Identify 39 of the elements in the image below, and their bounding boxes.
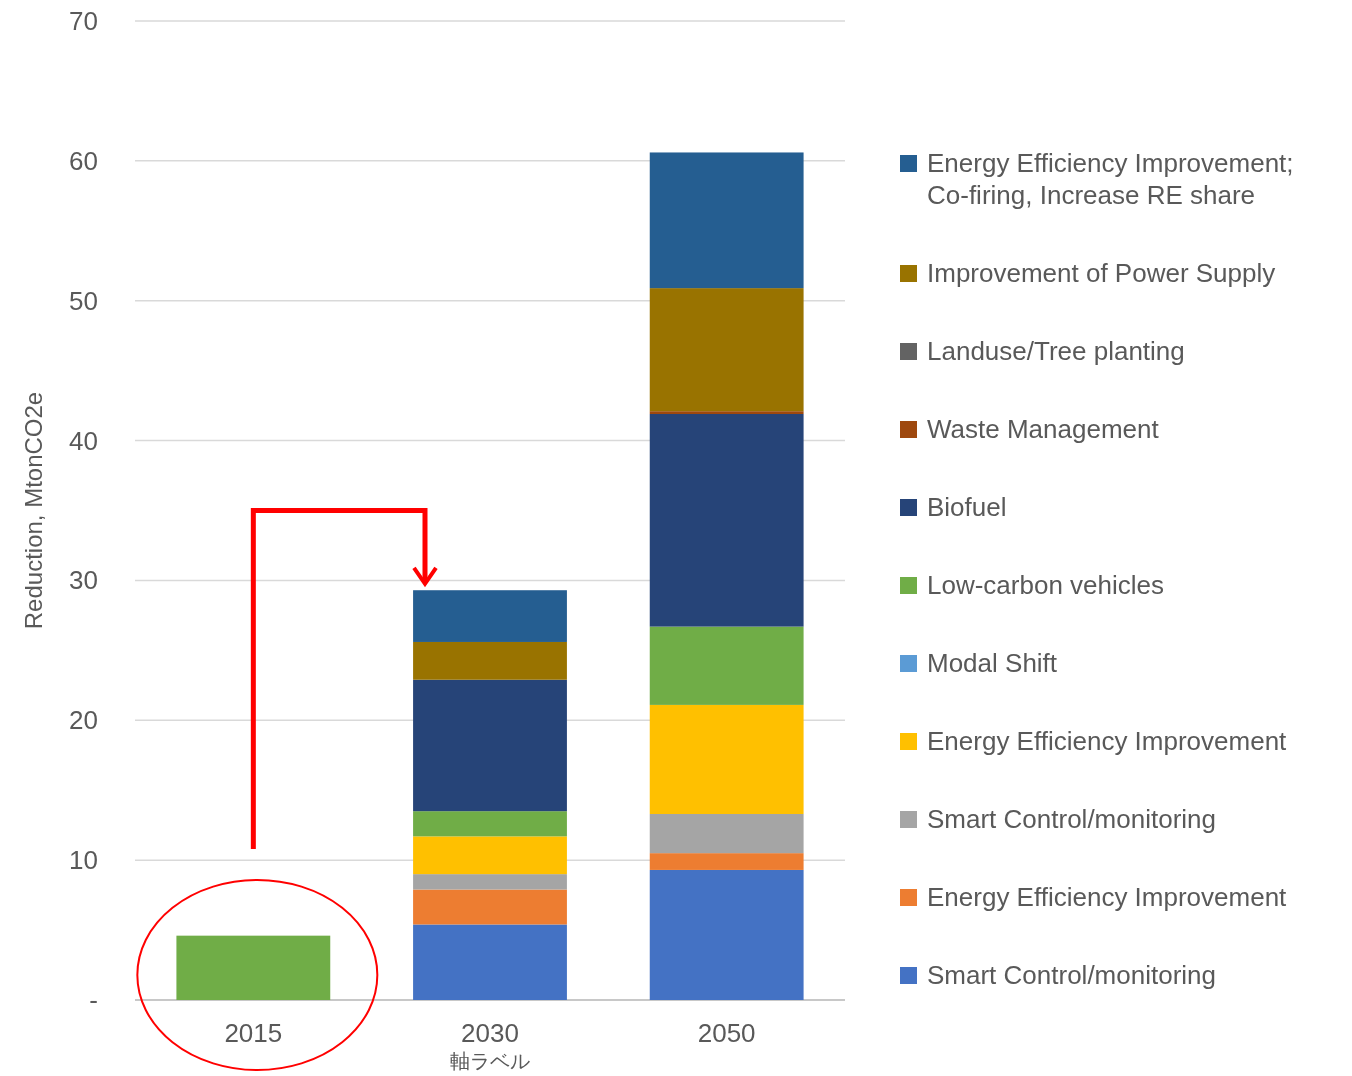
y-tick-label: 40 bbox=[69, 425, 98, 456]
y-tick-label: 60 bbox=[69, 145, 98, 176]
bar bbox=[413, 641, 567, 680]
x-tick-label: 2030 bbox=[461, 1018, 519, 1048]
x-axis-title: 軸ラベル bbox=[450, 1050, 530, 1072]
bar bbox=[649, 853, 804, 870]
bar bbox=[413, 590, 567, 642]
bar bbox=[413, 889, 567, 925]
bar bbox=[413, 874, 567, 890]
bar bbox=[413, 924, 567, 1000]
bar bbox=[649, 704, 804, 814]
legend-label: Energy Efficiency Improvement bbox=[927, 726, 1288, 756]
bar bbox=[649, 152, 804, 289]
y-tick-label: - bbox=[89, 985, 98, 1015]
legend-label: Improvement of Power Supply bbox=[927, 258, 1276, 288]
y-tick-label: 30 bbox=[69, 565, 98, 596]
bar bbox=[649, 813, 804, 854]
bar bbox=[176, 935, 331, 1000]
legend-label: Energy Efficiency Improvement; Co-firing, Increase RE share bbox=[927, 148, 1294, 210]
y-axis-title: Reduction, MtonCO2e bbox=[20, 391, 47, 630]
y-tick-label: 10 bbox=[69, 845, 98, 876]
legend-label: Smart Control/monitoring bbox=[927, 804, 1216, 834]
legend-label: Landuse/Tree planting bbox=[927, 336, 1185, 366]
legend-label: Waste Management bbox=[927, 414, 1160, 444]
legend-label: Low-carbon vehicles bbox=[927, 570, 1165, 600]
legend-label: Smart Control/monitoring bbox=[927, 960, 1216, 990]
legend-label: Energy Efficiency Improvement bbox=[927, 882, 1288, 912]
y-tick-label: 20 bbox=[69, 705, 98, 736]
y-tick-label: 70 bbox=[69, 6, 98, 36]
bar bbox=[413, 836, 567, 875]
x-tick-label: 2015 bbox=[224, 1018, 283, 1048]
legend-label: Biofuel bbox=[927, 492, 1007, 522]
bar bbox=[649, 288, 804, 412]
x-tick-label: 2050 bbox=[697, 1018, 756, 1048]
bar bbox=[649, 869, 804, 1000]
bar bbox=[649, 626, 804, 705]
y-tick-label: 50 bbox=[69, 285, 98, 316]
legend-label: Modal Shift bbox=[927, 648, 1058, 678]
bar bbox=[413, 811, 567, 837]
